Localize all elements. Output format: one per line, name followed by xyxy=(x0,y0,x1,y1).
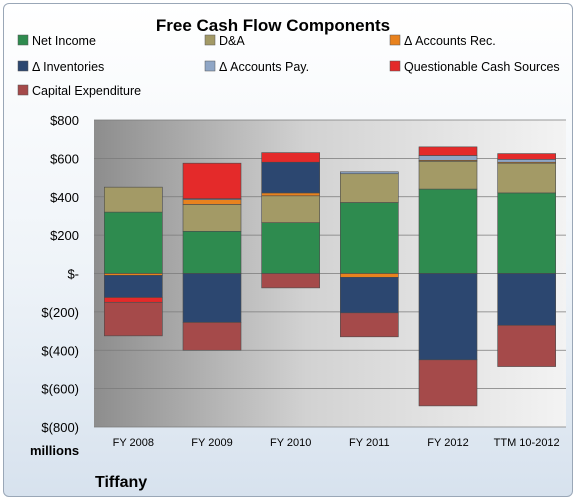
bar-capital-expenditure-fy-2009 xyxy=(182,322,242,351)
y-tick-label: $800 xyxy=(50,113,79,128)
grid xyxy=(94,119,566,428)
x-tick-label: FY 2011 xyxy=(349,437,390,449)
legend-swatch-inventories xyxy=(17,60,29,72)
bar-questionable-cash-sources-fy-2008 xyxy=(104,297,163,303)
bar-questionable-cash-sources-fy-2010 xyxy=(261,152,320,163)
x-tick-label: FY 2010 xyxy=(270,437,311,449)
x-tick-label: FY 2012 xyxy=(427,437,468,449)
y-axis: $800 $600 $400 $200 $- $(200) $(400) $(600) $(80… xyxy=(41,113,79,435)
legend-label-inventories: Δ Inventories xyxy=(32,60,104,74)
bar-inventories-fy-2009 xyxy=(182,273,242,323)
x-tick-label: FY 2008 xyxy=(113,437,154,449)
bar-inventories-fy-2008 xyxy=(104,275,163,298)
bar-capital-expenditure-fy-2010 xyxy=(261,273,320,289)
y-tick-label: $- xyxy=(67,267,79,282)
legend-swatch-questionable-cash-sources xyxy=(389,60,401,72)
bar-net-income-fy-2010 xyxy=(261,222,320,274)
legend-label-d-a: D&A xyxy=(219,34,245,48)
legend: Net Income D&A Δ Accounts Rec. Δ Inventorie… xyxy=(17,34,560,98)
bar-net-income-fy-2012 xyxy=(418,188,478,274)
bar-inventories-fy-2012 xyxy=(418,273,478,361)
y-tick-label: $(400) xyxy=(41,343,79,358)
bar-net-income-fy-2008 xyxy=(104,211,163,274)
bar-accounts-rec-fy-2010 xyxy=(261,192,320,197)
bar-capital-expenditure-fy-2011 xyxy=(340,312,399,338)
company-name: Tiffany xyxy=(95,474,147,491)
legend-label-questionable-cash-sources: Questionable Cash Sources xyxy=(404,60,560,74)
legend-swatch-accounts-rec xyxy=(389,34,401,46)
bar-capital-expenditure-fy-2012 xyxy=(418,359,478,407)
bar-questionable-cash-sources-fy-2009 xyxy=(182,162,242,199)
legend-label-accounts-pay: Δ Accounts Pay. xyxy=(219,60,309,74)
bar-net-income-ttm-10-2012 xyxy=(497,192,556,274)
y-tick-label: $200 xyxy=(50,228,79,243)
bar-inventories-fy-2011 xyxy=(340,277,399,314)
y-tick-label: $400 xyxy=(50,190,79,205)
bar-inventories-ttm-10-2012 xyxy=(497,273,556,326)
bars xyxy=(104,146,556,407)
bar-d-a-ttm-10-2012 xyxy=(497,162,556,194)
x-tick-label: TTM 10-2012 xyxy=(494,437,560,449)
bar-inventories-fy-2010 xyxy=(261,161,320,194)
bar-accounts-pay-fy-2012 xyxy=(418,155,478,161)
x-tick-label: FY 2009 xyxy=(191,437,232,449)
legend-swatch-accounts-pay xyxy=(204,60,216,72)
bar-capital-expenditure-fy-2008 xyxy=(104,301,163,337)
bar-questionable-cash-sources-fy-2012 xyxy=(418,146,478,156)
bar-d-a-fy-2011 xyxy=(340,173,399,203)
bar-accounts-rec-fy-2011 xyxy=(340,273,399,278)
bar-d-a-fy-2010 xyxy=(261,195,320,223)
y-tick-label: $(600) xyxy=(41,382,79,397)
bar-net-income-fy-2011 xyxy=(340,202,399,274)
bar-questionable-cash-sources-ttm-10-2012 xyxy=(497,153,556,160)
bar-capital-expenditure-ttm-10-2012 xyxy=(497,325,556,367)
bar-accounts-pay-fy-2011 xyxy=(340,171,399,175)
bar-accounts-pay-ttm-10-2012 xyxy=(497,159,556,163)
legend-swatch-d-a xyxy=(204,34,216,46)
legend-swatch-capital-expenditure xyxy=(17,84,29,96)
bar-d-a-fy-2008 xyxy=(104,186,163,213)
y-tick-label: $(800) xyxy=(41,420,79,435)
bar-d-a-fy-2012 xyxy=(418,160,478,190)
chart-title: Free Cash Flow Components xyxy=(156,16,390,35)
legend-label-capital-expenditure: Capital Expenditure xyxy=(32,84,141,98)
legend-swatch-net-income xyxy=(17,34,29,46)
y-tick-label: $600 xyxy=(50,151,79,166)
y-tick-label: $(200) xyxy=(41,305,79,320)
units-label: millions xyxy=(30,443,79,458)
x-axis: FY 2008 FY 2009 FY 2010 FY 2011 FY 2012 TTM 1… xyxy=(113,437,560,449)
bar-accounts-rec-fy-2009 xyxy=(182,199,242,205)
bar-d-a-fy-2009 xyxy=(182,204,242,232)
legend-label-net-income: Net Income xyxy=(32,34,96,48)
legend-label-accounts-rec: Δ Accounts Rec. xyxy=(404,34,496,48)
bar-net-income-fy-2009 xyxy=(182,230,242,274)
